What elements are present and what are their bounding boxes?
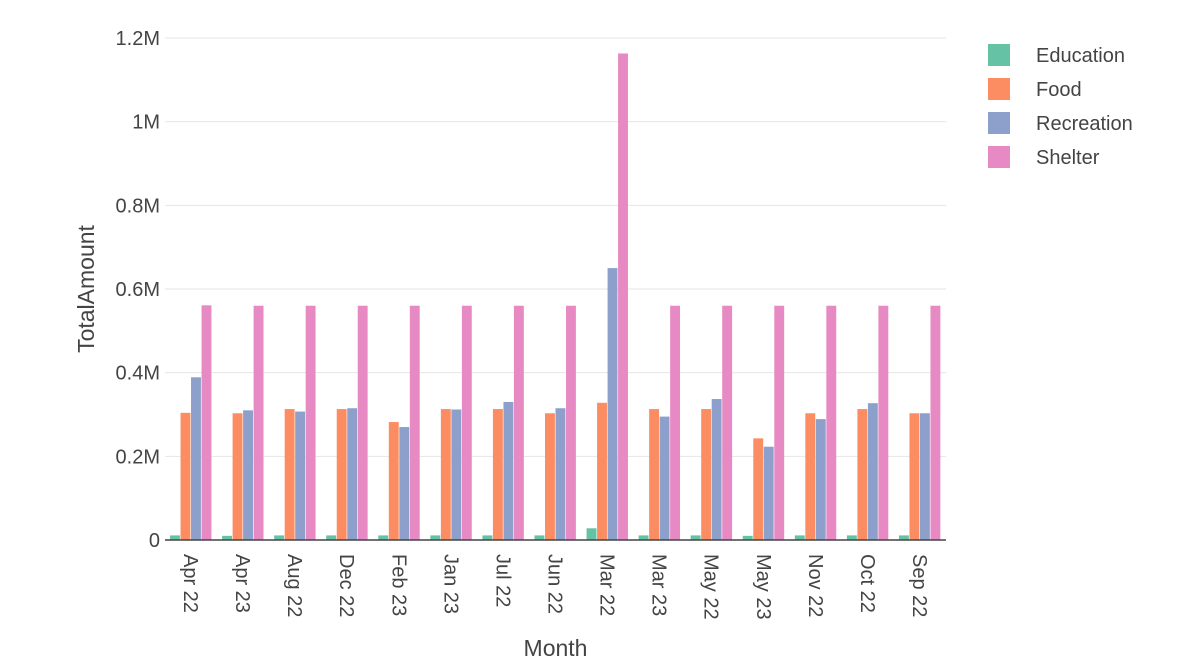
- bar-recreation[interactable]: [399, 427, 410, 540]
- bar-education[interactable]: [690, 535, 701, 540]
- y-axis-title: TotalAmount: [73, 224, 99, 352]
- bar-education[interactable]: [794, 535, 805, 540]
- x-tick-label: Oct 22: [856, 554, 878, 613]
- bar-food[interactable]: [649, 409, 660, 540]
- bar-recreation[interactable]: [347, 408, 358, 540]
- bar-education[interactable]: [534, 535, 545, 540]
- bar-shelter[interactable]: [774, 305, 785, 540]
- bar-shelter[interactable]: [566, 305, 576, 540]
- bar-recreation[interactable]: [451, 409, 462, 540]
- bar-food[interactable]: [284, 409, 295, 540]
- bar-recreation[interactable]: [815, 419, 826, 540]
- y-axis-ticks: 0 0.2M 0.4M 0.6M 0.8M 1M 1.2M: [116, 28, 160, 552]
- legend-swatch-education[interactable]: [988, 44, 1010, 66]
- bar-recreation[interactable]: [919, 413, 930, 540]
- bar-recreation[interactable]: [711, 399, 722, 540]
- bar-food[interactable]: [545, 413, 555, 540]
- bar-education[interactable]: [170, 535, 180, 540]
- legend-label-shelter[interactable]: Shelter: [1036, 147, 1100, 169]
- y-tick-label: 1M: [132, 112, 160, 134]
- x-tick-label: Jan 23: [439, 554, 461, 614]
- bar-education[interactable]: [586, 528, 597, 540]
- bar-education[interactable]: [378, 535, 389, 540]
- legend-label-education[interactable]: Education: [1036, 45, 1125, 67]
- bar-food[interactable]: [597, 402, 607, 540]
- y-tick-label: 0.8M: [116, 195, 160, 217]
- bar-education[interactable]: [430, 535, 441, 540]
- legend-swatch-food[interactable]: [988, 78, 1010, 100]
- bar-food[interactable]: [388, 422, 399, 540]
- bar-recreation[interactable]: [763, 446, 774, 540]
- bar-shelter[interactable]: [357, 305, 368, 540]
- x-tick-label: May 23: [752, 554, 774, 620]
- y-tick-label: 0.6M: [116, 279, 160, 301]
- bar-recreation[interactable]: [191, 377, 201, 540]
- bar-food[interactable]: [805, 413, 816, 540]
- bar-recreation[interactable]: [295, 411, 306, 540]
- bar-recreation[interactable]: [867, 403, 878, 540]
- y-tick-label: 0.4M: [116, 363, 160, 385]
- bar-shelter[interactable]: [618, 53, 628, 540]
- x-tick-label: Mar 22: [596, 554, 618, 616]
- x-tick-label: Sep 22: [908, 554, 930, 617]
- y-tick-label: 1.2M: [116, 28, 160, 50]
- bar-recreation[interactable]: [607, 268, 618, 540]
- bar-shelter[interactable]: [826, 305, 837, 540]
- bar-food[interactable]: [492, 409, 503, 540]
- bar-food[interactable]: [701, 409, 712, 540]
- y-tick-label: 0: [149, 530, 160, 552]
- bar-recreation[interactable]: [243, 410, 253, 540]
- bar-shelter[interactable]: [878, 305, 889, 540]
- bar-food[interactable]: [232, 413, 243, 540]
- bar-education[interactable]: [274, 535, 285, 540]
- bar-shelter[interactable]: [305, 305, 316, 540]
- x-tick-label: Apr 23: [231, 554, 253, 613]
- legend: Education Food Recreation Shelter: [988, 44, 1133, 169]
- x-tick-label: Mar 23: [648, 554, 670, 616]
- x-tick-label: Dec 22: [335, 554, 357, 617]
- bar-shelter[interactable]: [670, 305, 681, 540]
- bar-food[interactable]: [336, 409, 347, 540]
- bar-education[interactable]: [482, 535, 493, 540]
- x-tick-label: May 22: [700, 554, 722, 620]
- x-tick-label: Jul 22: [491, 554, 513, 607]
- bars: [170, 53, 941, 540]
- bar-shelter[interactable]: [461, 305, 472, 540]
- x-tick-label: Feb 23: [387, 554, 409, 616]
- legend-label-recreation[interactable]: Recreation: [1036, 113, 1133, 135]
- bar-shelter[interactable]: [253, 305, 264, 540]
- bar-shelter[interactable]: [409, 305, 420, 540]
- bar-education[interactable]: [742, 535, 753, 540]
- bar-food[interactable]: [857, 409, 868, 540]
- x-axis-ticks: Apr 22 Apr 23 Aug 22 Dec 22 Feb 23 Jan 23 Jul …: [179, 554, 930, 620]
- legend-swatch-shelter[interactable]: [988, 146, 1010, 168]
- bar-shelter[interactable]: [930, 305, 941, 540]
- x-tick-label: Nov 22: [804, 554, 826, 617]
- bar-education[interactable]: [222, 535, 232, 540]
- bar-education[interactable]: [846, 535, 857, 540]
- x-tick-label: Jun 22: [544, 554, 566, 614]
- bar-education[interactable]: [326, 535, 337, 540]
- bar-education[interactable]: [638, 535, 649, 540]
- x-tick-label: Aug 22: [283, 554, 305, 617]
- bar-food[interactable]: [909, 413, 920, 540]
- x-axis-title: Month: [524, 635, 588, 661]
- legend-label-food[interactable]: Food: [1036, 79, 1082, 101]
- bar-shelter[interactable]: [722, 305, 733, 540]
- bar-food[interactable]: [753, 438, 764, 540]
- legend-swatch-recreation[interactable]: [988, 112, 1010, 134]
- bar-education[interactable]: [898, 535, 909, 540]
- bar-recreation[interactable]: [555, 408, 566, 540]
- bar-recreation[interactable]: [659, 416, 670, 540]
- bar-shelter[interactable]: [201, 305, 212, 540]
- x-tick-label: Apr 22: [179, 554, 201, 613]
- bar-shelter[interactable]: [513, 305, 524, 540]
- bar-food[interactable]: [440, 409, 451, 540]
- bar-recreation[interactable]: [503, 401, 514, 540]
- y-tick-label: 0.2M: [116, 446, 160, 468]
- bar-food[interactable]: [180, 412, 191, 540]
